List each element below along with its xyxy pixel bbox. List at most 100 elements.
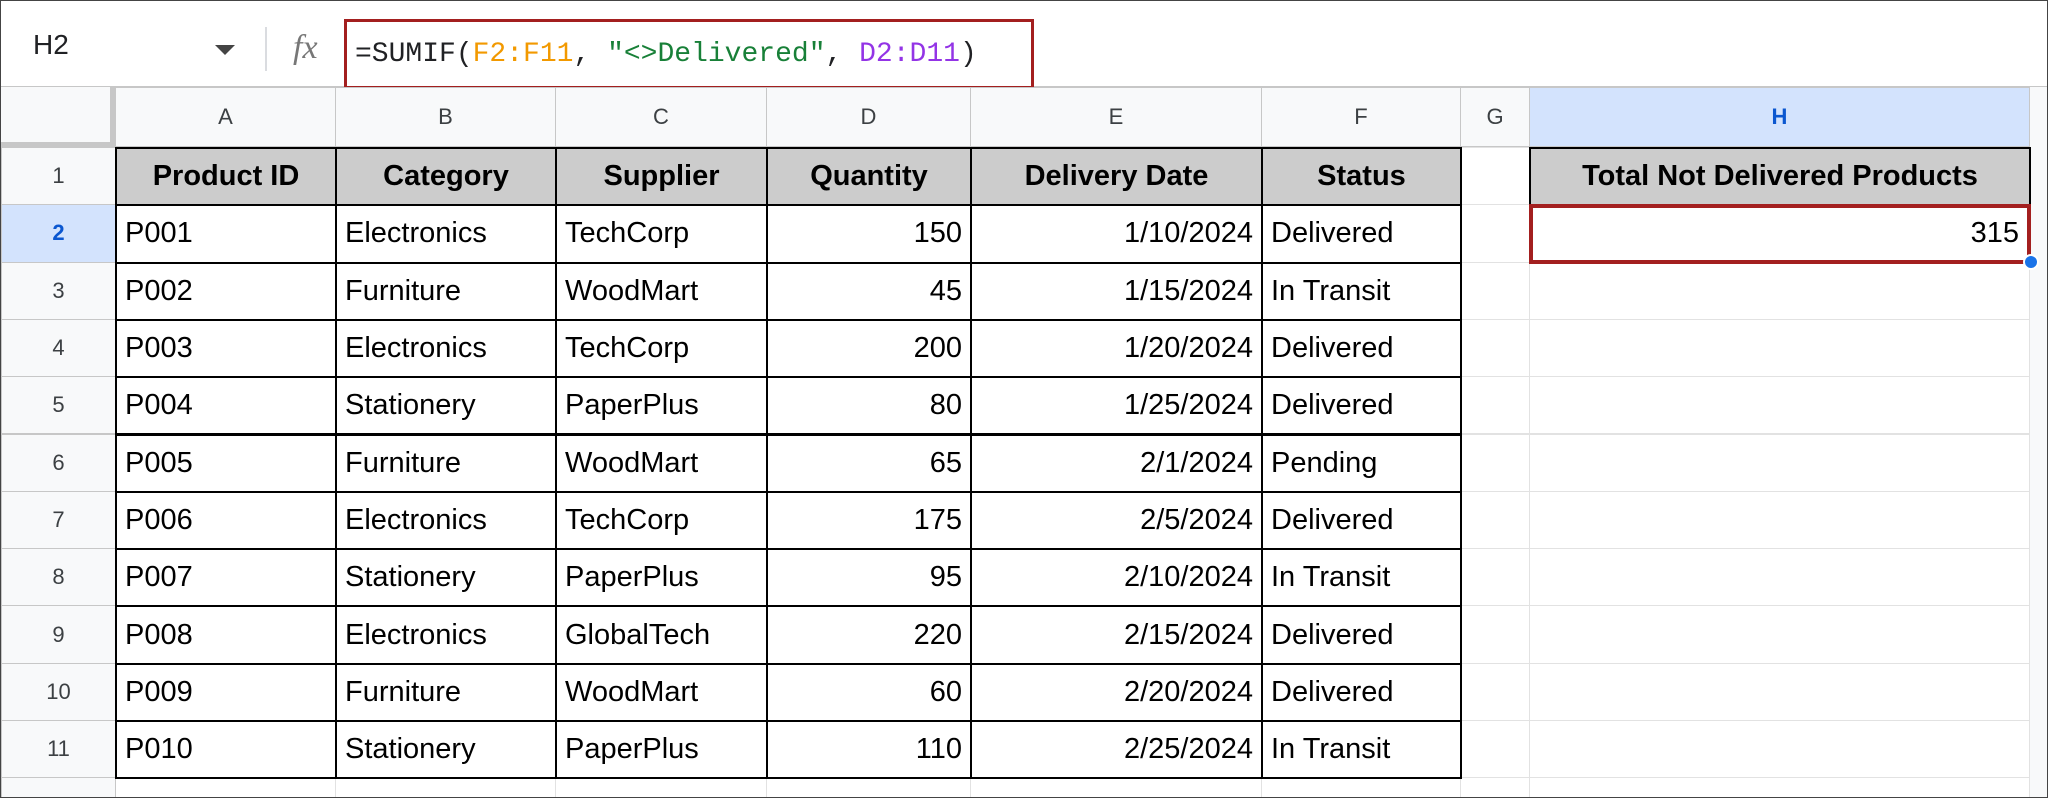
column-header[interactable]: E	[970, 87, 1262, 147]
table-cell[interactable]: P008	[115, 605, 337, 665]
table-cell[interactable]: TechCorp	[555, 318, 768, 379]
table-header-cell[interactable]: Status	[1261, 147, 1462, 207]
table-cell[interactable]: Delivered	[1261, 605, 1462, 665]
table-cell[interactable]: 45	[766, 261, 972, 321]
fx-icon: fx	[293, 29, 318, 66]
table-header-cell[interactable]: Delivery Date	[970, 147, 1263, 207]
table-cell[interactable]: PaperPlus	[555, 376, 768, 436]
table-cell[interactable]: In Transit	[1261, 261, 1462, 321]
table-cell[interactable]: Electronics	[335, 605, 557, 665]
table-cell[interactable]: P006	[115, 490, 337, 551]
name-box[interactable]: H2	[33, 29, 69, 60]
row-header[interactable]: 6	[1, 433, 116, 492]
table-cell[interactable]: 1/15/2024	[970, 261, 1263, 321]
table-cell[interactable]: Stationery	[335, 548, 557, 608]
grid-cell	[1460, 720, 1530, 779]
grid-cell	[766, 777, 971, 797]
table-cell[interactable]: WoodMart	[555, 261, 768, 321]
table-cell[interactable]: P003	[115, 318, 337, 379]
column-header[interactable]: B	[335, 87, 556, 147]
dropdown-arrow[interactable]	[213, 43, 237, 57]
table-cell[interactable]: 175	[766, 490, 972, 551]
table-cell[interactable]: TechCorp	[555, 490, 768, 551]
table-cell[interactable]: Pending	[1261, 433, 1462, 493]
column-header[interactable]: H	[1529, 87, 2030, 147]
table-header-cell[interactable]: Category	[335, 147, 557, 207]
table-cell[interactable]: Delivered	[1261, 490, 1462, 551]
formula-part: F2:F11	[472, 38, 574, 70]
table-cell[interactable]: PaperPlus	[555, 548, 768, 608]
column-header[interactable]: C	[555, 87, 767, 147]
table-cell[interactable]: 80	[766, 376, 972, 436]
table-cell[interactable]: 2/20/2024	[970, 662, 1263, 722]
table-cell[interactable]: Delivered	[1261, 662, 1462, 722]
grid-cell	[1460, 490, 1530, 550]
table-cell[interactable]: GlobalTech	[555, 605, 768, 665]
table-cell[interactable]: Stationery	[335, 376, 557, 436]
formula-part: ,	[573, 38, 608, 70]
table-cell[interactable]: Electronics	[335, 490, 557, 551]
table-cell[interactable]: In Transit	[1261, 548, 1462, 608]
row-header[interactable]: 2	[1, 204, 116, 263]
table-cell[interactable]: 220	[766, 605, 972, 665]
column-header[interactable]: F	[1261, 87, 1461, 147]
row-header[interactable]: 3	[1, 261, 116, 320]
table-cell[interactable]: 1/20/2024	[970, 318, 1263, 379]
grid-cell	[1460, 261, 1530, 320]
table-header-cell[interactable]: Quantity	[766, 147, 972, 207]
table-cell[interactable]: 65	[766, 433, 972, 493]
table-cell[interactable]: 2/1/2024	[970, 433, 1263, 493]
table-cell[interactable]: 150	[766, 204, 972, 264]
table-cell[interactable]: In Transit	[1261, 720, 1462, 780]
table-cell[interactable]: 2/15/2024	[970, 605, 1263, 665]
table-cell[interactable]: Electronics	[335, 204, 557, 264]
table-cell[interactable]: PaperPlus	[555, 720, 768, 780]
table-cell[interactable]: 1/10/2024	[970, 204, 1263, 264]
table-cell[interactable]: Electronics	[335, 318, 557, 379]
row-header[interactable]: 11	[1, 720, 116, 779]
row-header[interactable]: 1	[1, 147, 116, 206]
row-header[interactable]: 5	[1, 376, 116, 435]
table-cell[interactable]: 1/25/2024	[970, 376, 1263, 436]
table-cell[interactable]: P010	[115, 720, 337, 780]
table-cell[interactable]: P004	[115, 376, 337, 436]
table-cell[interactable]: Furniture	[335, 261, 557, 321]
table-cell[interactable]: WoodMart	[555, 433, 768, 493]
summary-value[interactable]: 315	[1529, 204, 2031, 264]
formula-bar	[1, 1, 2047, 87]
table-cell[interactable]: P007	[115, 548, 337, 608]
table-cell[interactable]: P009	[115, 662, 337, 722]
formula-input[interactable]: =SUMIF(F2:F11, "<>Delivered", D2:D11)	[344, 19, 1034, 89]
table-cell[interactable]: Delivered	[1261, 376, 1462, 436]
table-cell[interactable]: 2/10/2024	[970, 548, 1263, 608]
table-cell[interactable]: P002	[115, 261, 337, 321]
table-cell[interactable]: 60	[766, 662, 972, 722]
table-cell[interactable]: TechCorp	[555, 204, 768, 264]
row-header[interactable]: 7	[1, 490, 116, 550]
column-header[interactable]: D	[766, 87, 971, 147]
table-cell[interactable]: Delivered	[1261, 204, 1462, 264]
table-cell[interactable]: P001	[115, 204, 337, 264]
table-cell[interactable]: Stationery	[335, 720, 557, 780]
table-cell[interactable]: Furniture	[335, 662, 557, 722]
table-cell[interactable]: 95	[766, 548, 972, 608]
table-header-cell[interactable]: Supplier	[555, 147, 768, 207]
table-cell[interactable]: Furniture	[335, 433, 557, 493]
table-header-cell[interactable]: Product ID	[115, 147, 337, 207]
table-cell[interactable]: Delivered	[1261, 318, 1462, 379]
row-header[interactable]: 9	[1, 605, 116, 664]
table-cell[interactable]: P005	[115, 433, 337, 493]
table-cell[interactable]: 2/5/2024	[970, 490, 1263, 551]
summary-label[interactable]: Total Not Delivered Products	[1529, 147, 2031, 207]
column-header[interactable]: A	[115, 87, 336, 147]
grid-cell	[1529, 490, 2030, 550]
table-cell[interactable]: WoodMart	[555, 662, 768, 722]
table-cell[interactable]: 200	[766, 318, 972, 379]
row-header[interactable]: 8	[1, 548, 116, 607]
row-header[interactable]: 4	[1, 318, 116, 378]
column-header[interactable]: G	[1460, 87, 1530, 147]
formula-part: )	[959, 38, 977, 70]
table-cell[interactable]: 2/25/2024	[970, 720, 1263, 780]
table-cell[interactable]: 110	[766, 720, 972, 780]
row-header[interactable]: 10	[1, 662, 116, 721]
